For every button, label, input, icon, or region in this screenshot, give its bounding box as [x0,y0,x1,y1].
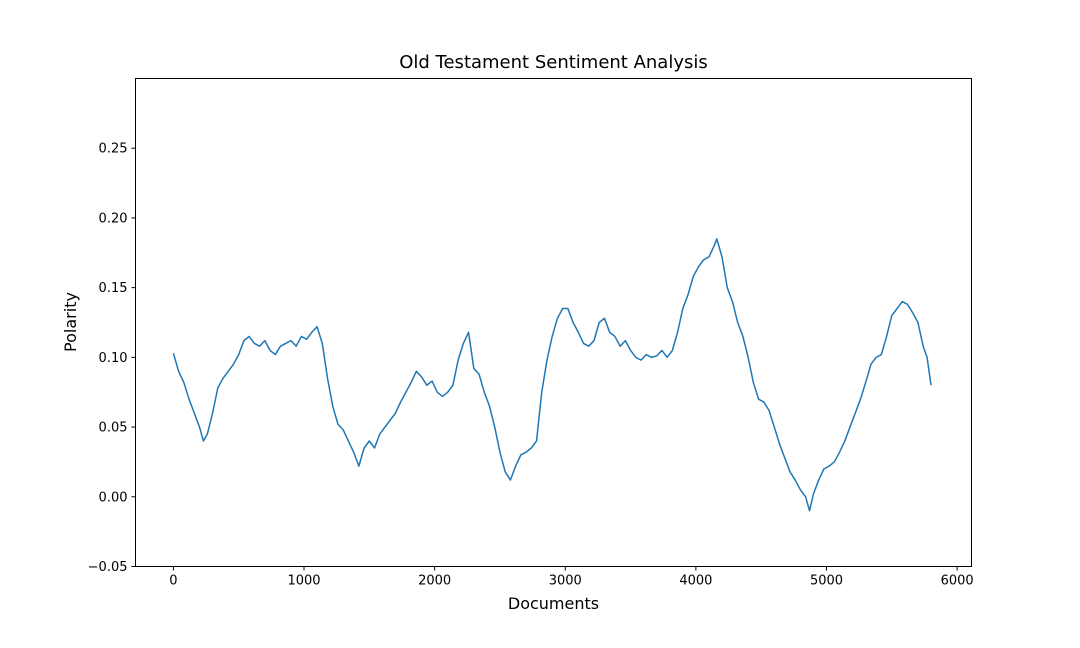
y-tick-label: −0.05 [88,560,128,575]
y-tick-label: 0.25 [99,142,128,157]
x-axis-label: Documents [508,594,599,613]
x-axis-ticks: 0 1000 2000 3000 4000 5000 6000 [169,566,974,589]
y-tick-label: 0.20 [99,211,128,226]
y-tick-label: 0.15 [99,281,128,296]
x-tick-label: 1000 [287,574,320,589]
series-line [172,238,932,512]
x-tick-label: 2000 [418,574,451,589]
x-tick-label: 6000 [941,574,974,589]
x-tick-label: 4000 [679,574,712,589]
y-tick-label: 0.00 [99,490,128,505]
x-tick-label: 0 [169,574,177,589]
plot-frame [135,78,972,567]
y-tick-label: 0.05 [99,421,128,436]
x-tick-label: 3000 [549,574,582,589]
y-tick-label: 0.10 [99,351,128,366]
y-axis-ticks: −0.05 0.00 0.05 0.10 0.15 0.20 0.25 [88,142,136,575]
x-tick-label: 5000 [810,574,843,589]
chart-title: Old Testament Sentiment Analysis [399,52,708,73]
y-axis-label: Polarity [61,292,80,352]
